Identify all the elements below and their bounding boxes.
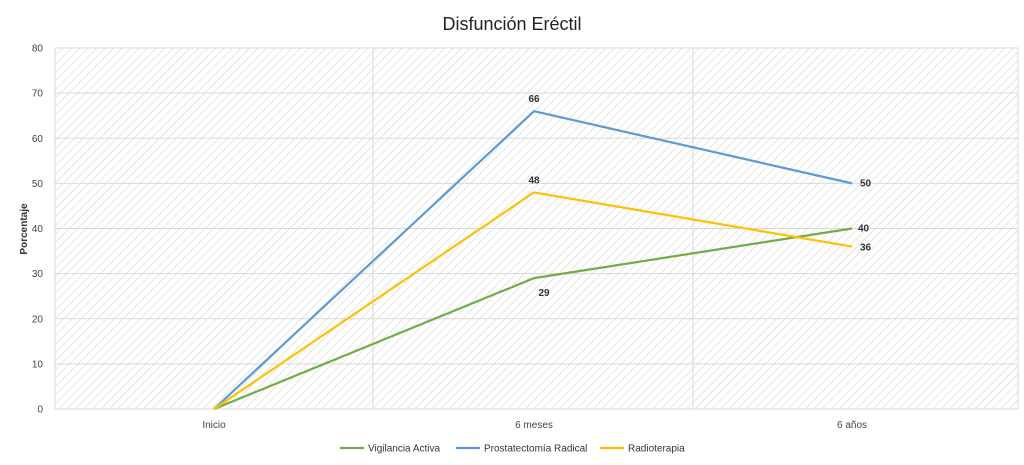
chart-title: Disfunción Eréctil bbox=[442, 14, 581, 34]
y-tick-label: 30 bbox=[32, 269, 44, 280]
data-label: 66 bbox=[528, 94, 540, 105]
y-tick-label: 40 bbox=[32, 224, 44, 235]
series-lines bbox=[213, 110, 853, 411]
x-tick-label: 6 años bbox=[837, 420, 867, 431]
data-label: 50 bbox=[860, 178, 872, 189]
y-tick-label: 10 bbox=[32, 359, 44, 370]
y-tick-label: 60 bbox=[32, 134, 44, 145]
x-tick-label: Inicio bbox=[202, 420, 226, 431]
data-label: 29 bbox=[538, 288, 550, 299]
data-labels: 29 40 66 50 48 36 bbox=[528, 94, 871, 299]
legend-label: Radioterapia bbox=[628, 444, 685, 455]
data-label: 48 bbox=[528, 175, 540, 186]
y-tick-label: 80 bbox=[32, 44, 44, 55]
series-line-1 bbox=[213, 110, 853, 410]
series-line-0 bbox=[213, 227, 853, 411]
y-tick-label: 50 bbox=[32, 179, 44, 190]
legend: Vigilancia Activa Prostatectomía Radical R… bbox=[340, 444, 685, 455]
legend-label: Vigilancia Activa bbox=[368, 444, 441, 455]
data-label: 40 bbox=[858, 224, 870, 235]
x-axis-ticks: Inicio 6 meses 6 años bbox=[202, 420, 867, 431]
data-label: 36 bbox=[860, 243, 872, 254]
series-line-2 bbox=[213, 191, 853, 410]
y-axis-ticks: 0 10 20 30 40 50 60 70 80 bbox=[32, 44, 44, 416]
y-axis-label: Porcentaje bbox=[19, 203, 30, 255]
y-tick-label: 0 bbox=[37, 405, 43, 416]
gridlines bbox=[54, 47, 1019, 410]
legend-label: Prostatectomía Radical bbox=[484, 444, 587, 455]
y-tick-label: 70 bbox=[32, 89, 44, 100]
y-tick-label: 20 bbox=[32, 314, 44, 325]
x-tick-label: 6 meses bbox=[515, 420, 553, 431]
